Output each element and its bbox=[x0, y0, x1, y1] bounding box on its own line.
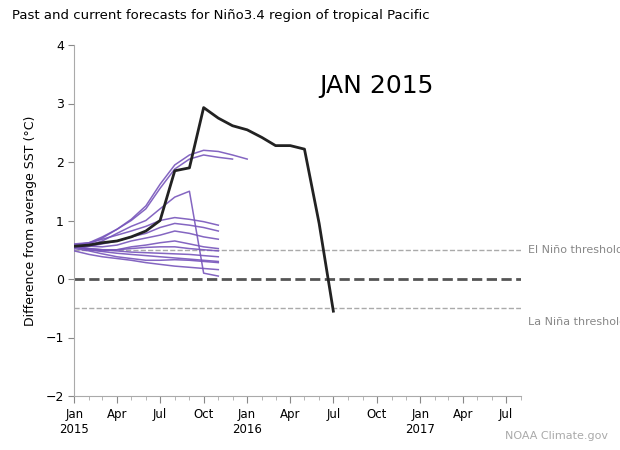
Y-axis label: Difference from average SST (°C): Difference from average SST (°C) bbox=[24, 115, 37, 326]
Text: La Niña threshold: La Niña threshold bbox=[528, 317, 620, 327]
Text: JAN 2015: JAN 2015 bbox=[320, 74, 434, 98]
Text: El Niño threshold: El Niño threshold bbox=[528, 245, 620, 255]
Text: Past and current forecasts for Niño3.4 region of tropical Pacific: Past and current forecasts for Niño3.4 r… bbox=[12, 9, 430, 22]
Text: NOAA Climate.gov: NOAA Climate.gov bbox=[505, 431, 608, 441]
